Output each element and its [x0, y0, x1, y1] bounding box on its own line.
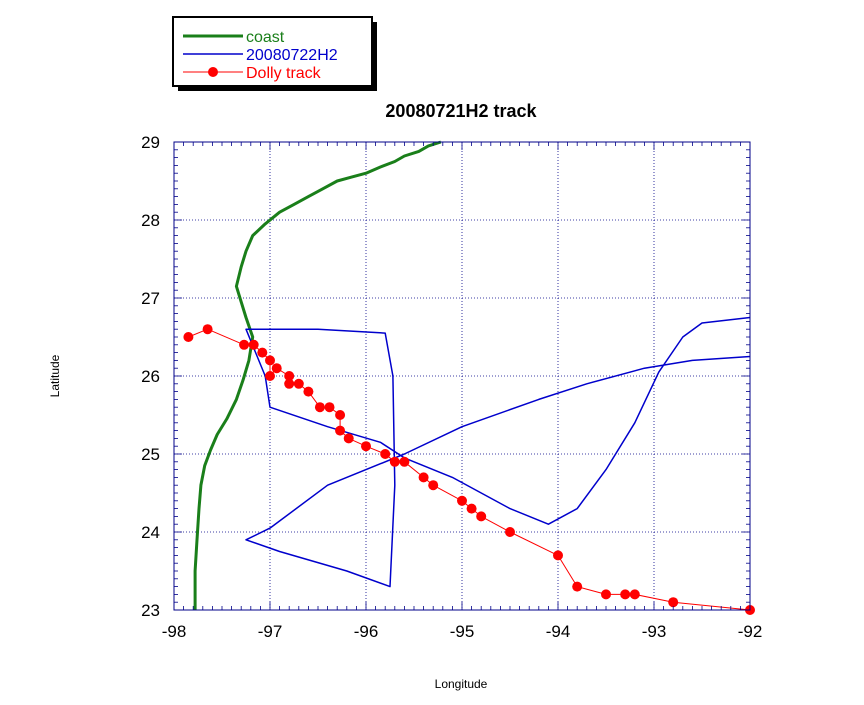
dolly-track-point — [505, 527, 515, 537]
x-tick-label: -95 — [450, 622, 475, 641]
series-line-dolly-track — [188, 328, 751, 611]
dolly-track-point — [601, 589, 611, 600]
dolly-track-point — [389, 456, 400, 467]
y-tick-label: 27 — [141, 289, 160, 308]
x-tick-label: -98 — [162, 622, 187, 641]
series-line-20080722h2 — [245, 316, 751, 588]
y-tick-label: 29 — [141, 133, 160, 152]
dolly-track-point — [335, 425, 346, 436]
dolly-track-point — [428, 480, 439, 491]
x-axis-label: Longitude — [435, 677, 488, 691]
legend-box — [172, 16, 373, 87]
x-tick-label: -97 — [258, 622, 283, 641]
x-tick-label: -92 — [738, 622, 763, 641]
y-tick-label: 28 — [141, 211, 160, 230]
dolly-track-point — [466, 503, 477, 514]
dolly-track-point — [418, 472, 429, 483]
legend-label-coast: coast — [246, 29, 285, 46]
legend: coast 20080722H2 Dolly track — [172, 16, 377, 91]
y-tick-label: 24 — [141, 523, 160, 542]
chart-title: 20080721H2 track — [385, 101, 537, 121]
dolly-track-point — [572, 581, 583, 592]
legend-label-20080722H2: 20080722H2 — [246, 47, 338, 64]
y-axis-label: Latitude — [48, 354, 62, 397]
legend-label-dolly-track: Dolly track — [246, 65, 322, 82]
y-tick-label: 23 — [141, 601, 160, 620]
dolly-track-point — [476, 511, 487, 522]
y-tick-label: 25 — [141, 445, 160, 464]
dolly-track-point — [324, 402, 335, 413]
dolly-track-point — [239, 339, 250, 350]
dolly-track-point — [343, 433, 354, 444]
legend-marker-dolly-track — [208, 67, 218, 77]
y-tick-label: 26 — [141, 367, 160, 386]
dolly-track-point — [620, 589, 631, 600]
dolly-track-point — [265, 355, 275, 366]
dolly-track-point — [399, 456, 410, 467]
dolly-track-point — [284, 371, 295, 381]
dolly-track-point — [202, 324, 213, 335]
dolly-track-point — [303, 386, 314, 397]
dolly-track-point — [668, 597, 679, 608]
dolly-track-point — [380, 449, 391, 459]
tick-layer: -98 -97 -96 -95 -94 -93 -92 23 24 25 26 27 28 29 — [141, 133, 762, 641]
dolly-track-point — [314, 402, 325, 413]
grid — [174, 142, 750, 610]
dolly-track-point — [553, 550, 563, 561]
dolly-track-point — [361, 441, 371, 452]
series-layer — [183, 140, 755, 615]
dolly-track-point — [265, 371, 275, 381]
dolly-track-point — [629, 589, 640, 600]
dolly-track-point — [457, 495, 467, 506]
dolly-track-point — [271, 363, 282, 374]
dolly-track-point — [248, 339, 259, 350]
dolly-track-point — [284, 378, 295, 389]
x-tick-label: -93 — [642, 622, 667, 641]
dolly-track-point — [293, 378, 304, 389]
dolly-track-point — [335, 410, 346, 420]
series-line-coast — [193, 140, 442, 610]
dolly-track-point — [183, 332, 194, 342]
x-tick-label: -96 — [354, 622, 379, 641]
x-tick-label: -94 — [546, 622, 571, 641]
dolly-track-point — [257, 347, 268, 358]
